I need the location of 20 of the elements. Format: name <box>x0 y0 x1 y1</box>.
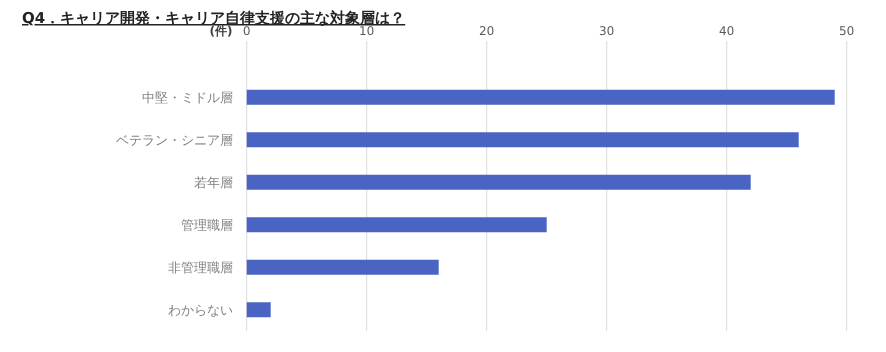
x-tick-label: 10 <box>359 24 374 38</box>
y-tick-label: 若年層 <box>194 176 233 191</box>
y-tick-label: ベテラン・シニア層 <box>116 133 233 148</box>
y-tick-label: わからない <box>168 303 233 318</box>
bar <box>246 302 271 318</box>
y-tick-label: 中堅・ミドル層 <box>142 90 233 106</box>
bar <box>246 90 835 105</box>
bar <box>246 217 547 232</box>
x-tick-label: 20 <box>479 24 494 38</box>
x-axis-title: (件) <box>210 24 232 38</box>
bar <box>246 132 799 148</box>
x-tick-label: 50 <box>839 24 854 38</box>
chart-title: Q4．キャリア開発・キャリア自律支援の主な対象層は？ <box>22 9 406 27</box>
bar <box>246 174 751 190</box>
x-tick-label: 0 <box>242 24 251 38</box>
y-tick-label: 管理職層 <box>181 218 233 234</box>
x-tick-label: 40 <box>719 24 734 38</box>
bar <box>246 260 439 275</box>
y-tick-label: 非管理職層 <box>168 260 233 276</box>
x-tick-label: 30 <box>599 24 614 38</box>
